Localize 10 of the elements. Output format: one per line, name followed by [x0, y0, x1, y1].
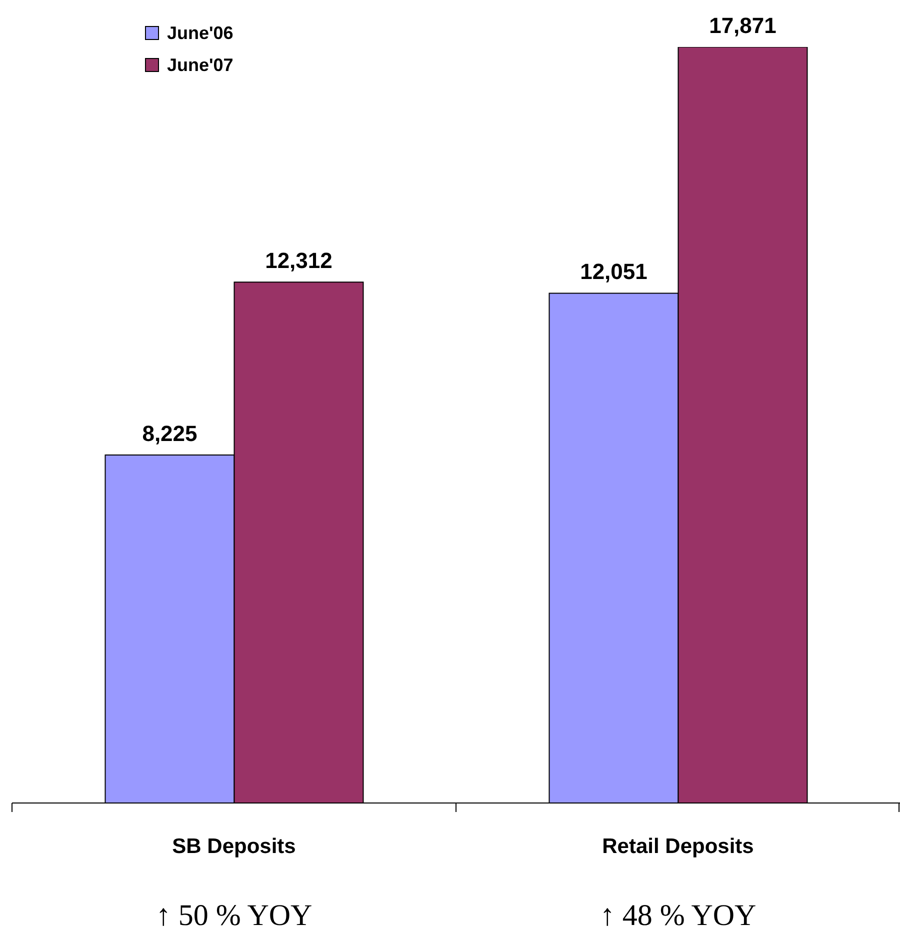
x-tick-label: Retail Deposits [602, 835, 754, 858]
x-tick-label: SB Deposits [172, 835, 296, 858]
data-label: 8,225 [142, 421, 198, 446]
data-label: 12,312 [265, 248, 332, 274]
text: ↑ 48 % YOY [600, 899, 756, 931]
legend-label: June'07 [167, 54, 234, 76]
text: ↑ 50 % YOY [156, 899, 312, 931]
legend-label: June'06 [167, 22, 234, 44]
data-label: 12,051 [580, 259, 648, 284]
data-label: 17,871 [709, 13, 776, 38]
